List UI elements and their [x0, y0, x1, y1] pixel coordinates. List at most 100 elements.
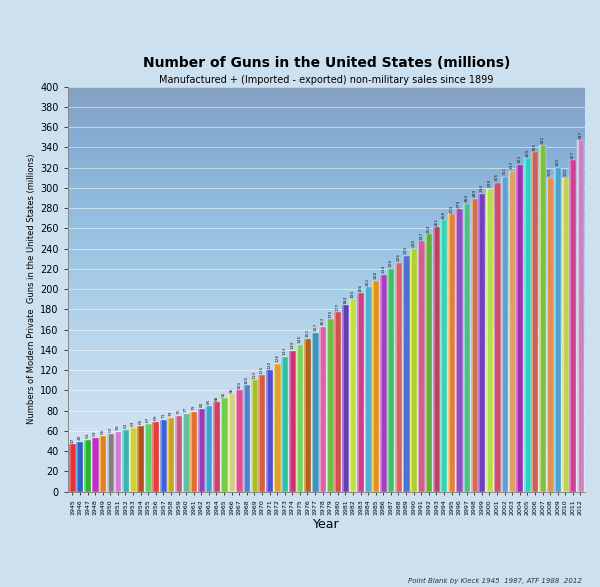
Bar: [190, 411, 197, 492]
Bar: [182, 414, 190, 492]
Bar: [76, 442, 83, 492]
Text: 268: 268: [442, 211, 446, 219]
Bar: [167, 418, 169, 492]
Bar: [130, 428, 137, 492]
Bar: [99, 436, 101, 492]
Bar: [266, 370, 273, 492]
Bar: [122, 430, 129, 492]
Bar: [190, 411, 192, 492]
Text: 139: 139: [290, 341, 294, 349]
Bar: [388, 269, 389, 492]
Text: 247: 247: [419, 232, 423, 240]
Text: 100: 100: [237, 380, 241, 389]
Text: 214: 214: [381, 265, 385, 274]
Bar: [334, 312, 341, 492]
Text: 335: 335: [533, 143, 537, 151]
Bar: [418, 241, 425, 492]
Bar: [115, 432, 121, 492]
Text: 233: 233: [404, 246, 408, 254]
Bar: [76, 442, 78, 492]
Text: 73: 73: [169, 411, 173, 416]
Bar: [213, 403, 220, 492]
Bar: [448, 214, 455, 492]
Bar: [494, 183, 500, 492]
Bar: [274, 364, 281, 492]
Bar: [562, 178, 569, 492]
Bar: [372, 281, 379, 492]
Bar: [494, 183, 495, 492]
Bar: [501, 177, 503, 492]
Text: Manufactured + (Imported - exported) non-military sales since 1899: Manufactured + (Imported - exported) non…: [159, 75, 494, 85]
Text: 284: 284: [465, 194, 469, 203]
Bar: [357, 293, 359, 492]
Text: 177: 177: [336, 303, 340, 311]
Text: 53: 53: [93, 431, 97, 436]
Bar: [388, 269, 394, 492]
Bar: [251, 380, 253, 492]
Bar: [145, 424, 146, 492]
Bar: [115, 432, 116, 492]
Text: 327: 327: [571, 151, 575, 159]
Text: 310: 310: [548, 168, 552, 176]
Bar: [152, 421, 159, 492]
Text: 59: 59: [116, 425, 120, 430]
Bar: [327, 319, 334, 492]
Text: 77: 77: [184, 407, 188, 412]
Bar: [433, 227, 440, 492]
Bar: [410, 248, 417, 492]
Bar: [92, 438, 98, 492]
Text: 208: 208: [374, 271, 378, 279]
Bar: [357, 293, 364, 492]
Text: 323: 323: [518, 155, 522, 163]
Text: 85: 85: [207, 399, 211, 404]
Bar: [107, 434, 109, 492]
Bar: [532, 153, 538, 492]
Bar: [425, 234, 432, 492]
Bar: [228, 394, 230, 492]
Bar: [311, 333, 313, 492]
Bar: [160, 420, 167, 492]
Bar: [251, 380, 258, 492]
Bar: [425, 234, 427, 492]
Text: 226: 226: [397, 253, 400, 261]
Text: 202: 202: [366, 277, 370, 285]
Text: 184: 184: [343, 295, 347, 303]
Bar: [182, 414, 184, 492]
Bar: [281, 357, 288, 492]
Bar: [175, 416, 182, 492]
Bar: [501, 177, 508, 492]
Bar: [486, 189, 493, 492]
Bar: [334, 312, 336, 492]
Bar: [433, 227, 434, 492]
Text: 115: 115: [260, 365, 264, 374]
Text: 320: 320: [556, 158, 560, 166]
Text: 75: 75: [176, 409, 181, 414]
Text: 126: 126: [275, 354, 279, 363]
Text: 92: 92: [222, 392, 226, 397]
Bar: [167, 418, 175, 492]
Bar: [319, 326, 321, 492]
Bar: [205, 406, 207, 492]
Text: 49: 49: [78, 435, 82, 440]
Text: 120: 120: [268, 360, 272, 369]
Bar: [463, 204, 470, 492]
Bar: [509, 171, 511, 492]
Bar: [84, 440, 91, 492]
Text: 71: 71: [161, 413, 166, 418]
Bar: [380, 275, 387, 492]
Text: 190: 190: [351, 289, 355, 298]
Title: Number of Guns in the United States (millions): Number of Guns in the United States (mil…: [143, 56, 510, 70]
Bar: [281, 357, 283, 492]
Text: 196: 196: [359, 284, 362, 292]
Text: 57: 57: [108, 427, 112, 433]
Bar: [440, 220, 442, 492]
Text: 145: 145: [298, 335, 302, 343]
Bar: [569, 160, 571, 492]
Text: 47: 47: [70, 437, 74, 443]
Bar: [509, 171, 515, 492]
Bar: [478, 194, 480, 492]
Bar: [84, 440, 86, 492]
Bar: [547, 178, 554, 492]
Text: Point Blank by Kleck 1945  1987, ATF 1988  2012: Point Blank by Kleck 1945 1987, ATF 1988…: [408, 578, 582, 584]
Bar: [213, 403, 215, 492]
